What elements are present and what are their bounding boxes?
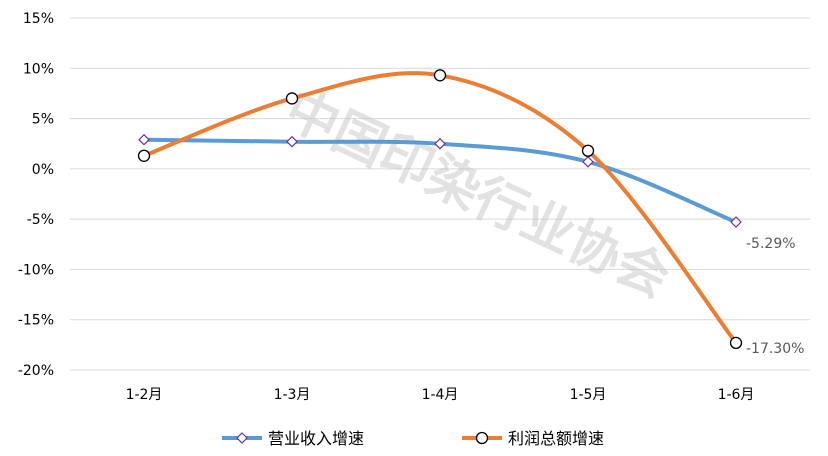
data-point-revenue [286, 135, 298, 148]
data-point-profit [729, 336, 743, 349]
data-labels: -5.29% -17.30% [746, 236, 804, 357]
legend-label: 利润总额增速 [508, 429, 604, 448]
x-tick-label: 1-4月 [422, 387, 459, 403]
data-label: -17.30% [746, 341, 804, 357]
x-axis: 1-2月 1-3月 1-4月 1-5月 1-6月 [126, 387, 755, 403]
y-tick-label: -15% [18, 313, 54, 329]
y-tick-label: 0% [32, 162, 54, 178]
data-label: -5.29% [746, 236, 796, 252]
x-tick-label: 1-2月 [126, 387, 163, 403]
y-tick-label: 10% [23, 61, 54, 77]
legend-label: 营业收入增速 [268, 429, 364, 448]
gridlines [70, 17, 810, 371]
data-point-revenue [730, 216, 742, 228]
legend-item: 营业收入增速 [222, 429, 364, 448]
y-tick-label: 15% [23, 11, 54, 27]
legend: 营业收入增速 利润总额增速 [222, 429, 604, 448]
x-tick-label: 1-5月 [570, 387, 607, 403]
y-tick-label: -5% [27, 212, 54, 228]
data-point-profit [433, 69, 447, 82]
data-point-revenue [434, 137, 446, 150]
y-tick-label: -20% [18, 363, 54, 379]
y-tick-label: -10% [18, 262, 54, 278]
data-point-revenue [582, 155, 594, 168]
legend-marker [236, 432, 248, 444]
y-tick-label: 5% [32, 112, 54, 128]
watermark-text: 中国印染行业协会 [276, 79, 678, 309]
data-point-profit [581, 144, 595, 157]
x-tick-label: 1-6月 [718, 387, 755, 403]
legend-marker [475, 431, 489, 445]
series-markers [137, 69, 743, 349]
series-line-profit [142, 71, 738, 345]
data-point-profit [137, 149, 151, 162]
data-point-profit [285, 92, 299, 105]
legend-item: 利润总额增速 [462, 429, 604, 448]
watermark: 中国印染行业协会 [276, 79, 678, 309]
x-tick-label: 1-3月 [274, 387, 311, 403]
y-axis: -20% -15% -10% -5% 0% 5% 10% 15% [18, 11, 54, 379]
data-point-revenue [138, 133, 150, 146]
